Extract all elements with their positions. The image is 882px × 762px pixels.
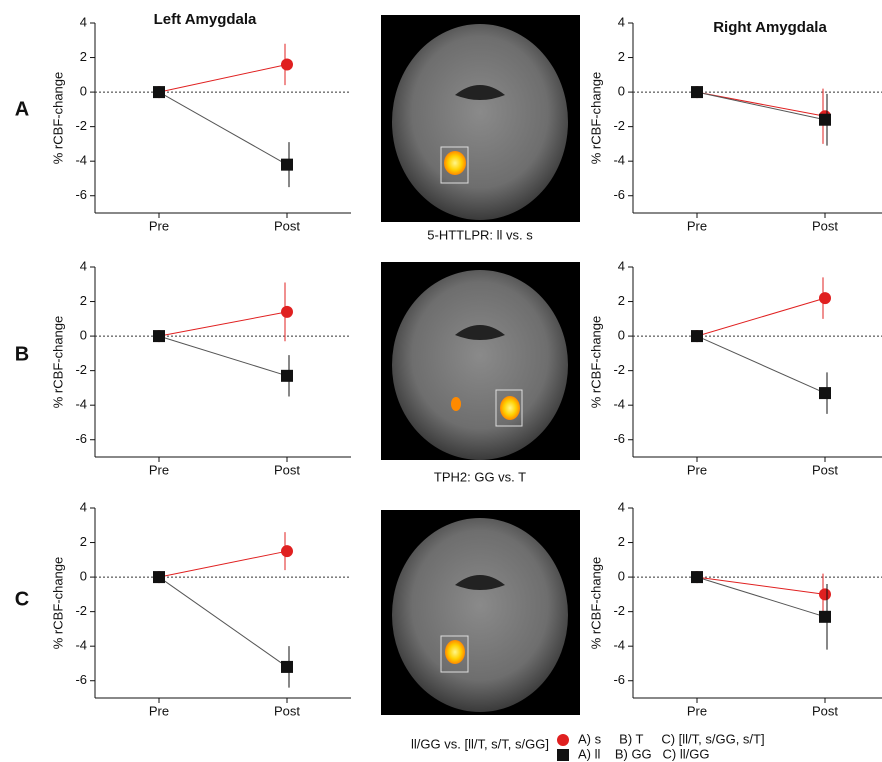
y-tick-label: 2 — [80, 293, 87, 308]
y-tick-label: -2 — [75, 362, 87, 377]
series-line — [697, 92, 825, 116]
point — [281, 661, 293, 673]
y-tick-label: -4 — [613, 638, 625, 653]
x-tick-label: Post — [274, 462, 300, 477]
series-line — [697, 577, 825, 617]
y-tick-label: 4 — [618, 14, 625, 29]
series-line — [159, 551, 287, 577]
y-axis-label: % rCBF-change — [588, 316, 603, 408]
y-tick-label: 2 — [618, 293, 625, 308]
x-tick-label: Post — [812, 218, 838, 233]
y-tick-label: 0 — [618, 84, 625, 99]
brain-image — [381, 510, 580, 715]
y-tick-label: -6 — [613, 672, 625, 687]
y-tick-label: -6 — [75, 672, 87, 687]
y-tick-label: 4 — [80, 499, 87, 514]
y-tick-label: -2 — [613, 362, 625, 377]
x-tick-label: Post — [274, 218, 300, 233]
y-tick-label: -6 — [75, 431, 87, 446]
y-tick-label: 4 — [80, 14, 87, 29]
point — [281, 306, 293, 318]
x-tick-label: Pre — [149, 462, 169, 477]
brain-image — [381, 15, 580, 222]
point — [819, 292, 831, 304]
image-caption: TPH2: GG vs. T — [434, 469, 526, 484]
y-tick-label: -6 — [613, 431, 625, 446]
y-tick-label: -2 — [613, 118, 625, 133]
x-tick-label: Pre — [687, 462, 707, 477]
x-tick-label: Pre — [149, 703, 169, 718]
point — [281, 370, 293, 382]
y-tick-label: 0 — [80, 569, 87, 584]
y-tick-label: -4 — [613, 397, 625, 412]
y-tick-label: -4 — [75, 397, 87, 412]
y-tick-label: 4 — [80, 258, 87, 273]
y-axis-label: % rCBF-change — [50, 557, 65, 649]
x-tick-label: Pre — [687, 218, 707, 233]
point — [691, 86, 703, 98]
column-title: Left Amygdala — [154, 11, 257, 28]
series-line — [697, 336, 825, 393]
point — [691, 330, 703, 342]
series-line — [697, 298, 825, 336]
y-axis-label: % rCBF-change — [50, 72, 65, 164]
point — [819, 611, 831, 623]
y-tick-label: -2 — [75, 118, 87, 133]
y-tick-label: 4 — [618, 258, 625, 273]
brain-image — [381, 262, 580, 460]
x-tick-label: Post — [812, 703, 838, 718]
y-tick-label: 0 — [80, 84, 87, 99]
point — [281, 159, 293, 171]
x-tick-label: Pre — [687, 703, 707, 718]
y-tick-label: -6 — [75, 187, 87, 202]
figure: Left Amygdala Right Amygdala A B C 5-HTT… — [0, 0, 882, 762]
row-label: C — [15, 588, 29, 610]
x-tick-label: Post — [812, 462, 838, 477]
y-tick-label: 0 — [80, 328, 87, 343]
row-label: A — [15, 98, 29, 120]
point — [153, 86, 165, 98]
point — [281, 545, 293, 557]
point — [819, 114, 831, 126]
y-tick-label: -2 — [613, 603, 625, 618]
point — [153, 330, 165, 342]
series-line — [697, 577, 825, 594]
point — [557, 734, 569, 746]
y-tick-label: -4 — [75, 153, 87, 168]
point — [281, 58, 293, 70]
y-tick-label: -2 — [75, 603, 87, 618]
y-axis-label: % rCBF-change — [50, 316, 65, 408]
legend-label: A) s B) T C) [ll/T, s/GG, s/T] — [578, 731, 765, 746]
y-tick-label: 2 — [80, 49, 87, 64]
series-line — [159, 336, 287, 376]
x-tick-label: Pre — [149, 218, 169, 233]
x-tick-label: Post — [274, 703, 300, 718]
y-tick-label: -6 — [613, 187, 625, 202]
y-axis-label: % rCBF-change — [588, 557, 603, 649]
y-tick-label: 2 — [618, 534, 625, 549]
y-tick-label: 0 — [618, 328, 625, 343]
y-tick-label: -4 — [75, 638, 87, 653]
series-line — [159, 312, 287, 336]
series-line — [159, 92, 287, 165]
y-tick-label: 2 — [618, 49, 625, 64]
image-caption: ll/GG vs. [ll/T, s/T, s/GG] — [411, 736, 549, 751]
legend-label: A) ll B) GG C) ll/GG — [578, 746, 709, 761]
y-tick-label: 2 — [80, 534, 87, 549]
column-title: Right Amygdala — [713, 19, 827, 36]
y-tick-label: -4 — [613, 153, 625, 168]
point — [557, 749, 569, 761]
image-caption: 5-HTTLPR: ll vs. s — [427, 227, 533, 242]
point — [691, 571, 703, 583]
series-line — [697, 92, 825, 120]
series-line — [159, 577, 287, 667]
y-axis-label: % rCBF-change — [588, 72, 603, 164]
point — [153, 571, 165, 583]
point — [819, 588, 831, 600]
y-tick-label: 4 — [618, 499, 625, 514]
row-label: B — [15, 343, 29, 365]
series-line — [159, 64, 287, 92]
y-tick-label: 0 — [618, 569, 625, 584]
point — [819, 387, 831, 399]
